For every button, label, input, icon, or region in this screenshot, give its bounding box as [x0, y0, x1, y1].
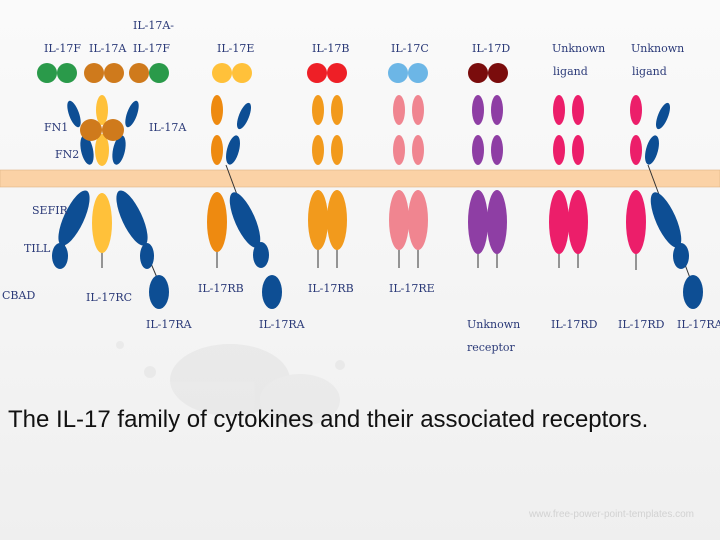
label-unknown-ligand-1-line1: Unknown: [552, 42, 605, 55]
label-unknown-receptor-line1: Unknown: [467, 318, 520, 331]
label-il17c: IL-17C: [391, 42, 429, 55]
label-il17rb-2: IL-17RB: [308, 282, 354, 295]
cytokine-il17a: [84, 63, 124, 83]
label-il17rd-1: IL-17RD: [551, 318, 598, 331]
cytokine-il17b: [307, 63, 347, 83]
cytokine-il17f: [37, 63, 77, 83]
cell-membrane: [0, 169, 720, 188]
receptor-complex-il17rd-il17ra: [626, 95, 703, 309]
label-fn1: FN1: [44, 121, 68, 134]
label-il17re: IL-17RE: [389, 282, 435, 295]
label-il17a-side: IL-17A: [149, 121, 187, 134]
label-il17e: IL-17E: [217, 42, 254, 55]
label-il17rd-2: IL-17RD: [618, 318, 665, 331]
receptor-complex-il17ra-il17rb: [207, 95, 282, 309]
label-il17b: IL-17B: [312, 42, 349, 55]
cytokine-il17c: [388, 63, 428, 83]
background-cell-decoration: [116, 341, 345, 426]
label-il17d: IL-17D: [472, 42, 510, 55]
receptor-complex-il17ra-il17rc: [52, 95, 169, 309]
watermark: www.free-power-point-templates.com: [528, 509, 694, 520]
label-il17af-line2: IL-17F: [133, 42, 170, 55]
label-unknown-receptor-line2: receptor: [467, 341, 516, 354]
label-unknown-ligand-2-line2: ligand: [632, 65, 667, 78]
receptor-complex-il17rd-dimer: [549, 95, 588, 268]
label-sefir: SEFIR: [32, 204, 69, 217]
label-il17ra-2: IL-17RA: [259, 318, 306, 331]
label-il17a: IL-17A: [89, 42, 127, 55]
label-il17ra-1: IL-17RA: [146, 318, 193, 331]
label-il17rb-1: IL-17RB: [198, 282, 244, 295]
label-il17f: IL-17F: [44, 42, 81, 55]
label-cbad: CBAD: [2, 289, 35, 302]
label-il17af-line1: IL-17A-: [133, 19, 174, 32]
slide-caption: The IL-17 family of cytokines and their …: [8, 406, 649, 433]
label-il17rc: IL-17RC: [86, 291, 132, 304]
label-till: TILL: [24, 242, 51, 255]
label-unknown-ligand-1-line2: ligand: [553, 65, 588, 78]
receptor-complex-il17rb-dimer: [308, 95, 347, 268]
cytokine-il17d: [468, 63, 508, 83]
label-il17ra-3: IL-17RA: [677, 318, 720, 331]
label-fn2: FN2: [55, 148, 79, 161]
cytokine-il17a-il17f: [129, 63, 169, 83]
receptor-complex-unknown: [468, 95, 507, 268]
label-unknown-ligand-2-line1: Unknown: [631, 42, 684, 55]
receptor-complex-il17re-dimer: [389, 95, 428, 268]
cytokine-il17e: [212, 63, 252, 83]
